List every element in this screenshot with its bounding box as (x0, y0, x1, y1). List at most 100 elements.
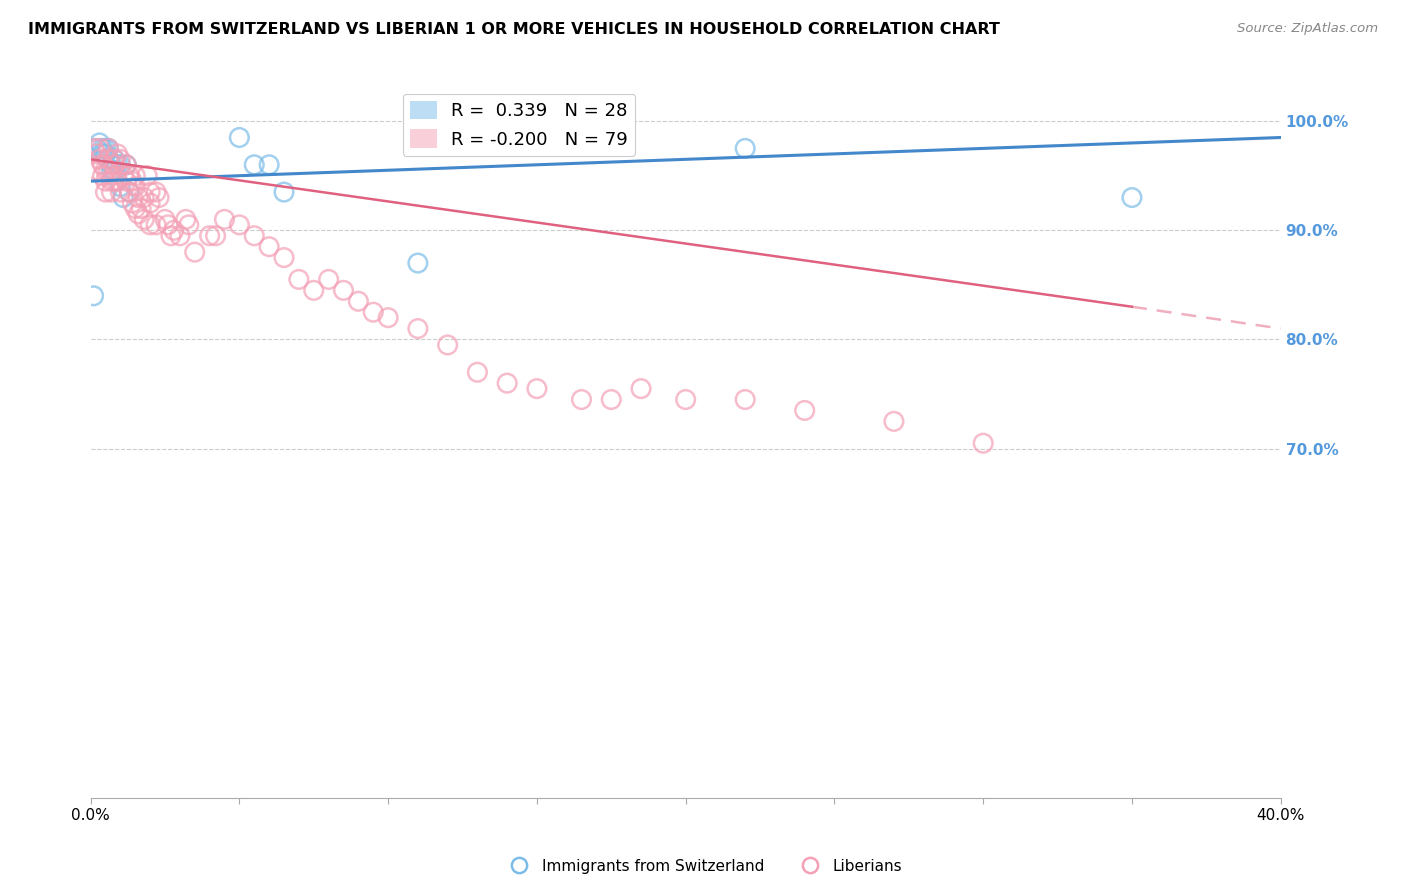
Point (436, 338, 458, 352)
Point (124, 169, 146, 183)
Point (160, 228, 183, 243)
Point (86, 163, 108, 178)
Point (105, 146, 128, 161)
Point (198, 228, 221, 243)
Point (675, 392, 697, 407)
Point (571, 392, 593, 407)
Point (97, 141, 120, 155)
Point (110, 158, 132, 172)
Point (243, 228, 266, 243)
Point (91, 141, 114, 155)
Point (972, 436, 994, 450)
Point (112, 190, 135, 204)
Point (406, 321, 429, 335)
Point (145, 185, 167, 199)
Point (100, 163, 122, 178)
Point (734, 141, 756, 155)
Point (273, 251, 295, 265)
Point (228, 130, 250, 145)
Point (89, 136, 111, 150)
Point (347, 294, 370, 309)
Point (110, 153, 132, 167)
Point (156, 218, 179, 232)
Point (94, 141, 117, 155)
Point (94, 163, 117, 178)
Point (118, 185, 141, 199)
Point (257, 158, 280, 172)
Point (422, 125, 444, 139)
Point (184, 245, 207, 260)
Point (406, 256, 429, 270)
Point (127, 190, 149, 204)
Legend: R =  0.339   N = 28, R = -0.200   N = 79: R = 0.339 N = 28, R = -0.200 N = 79 (402, 94, 636, 156)
Point (145, 218, 167, 232)
Point (129, 202, 152, 216)
Point (734, 392, 756, 407)
Point (100, 185, 122, 199)
Point (97, 153, 120, 167)
Point (169, 228, 191, 243)
Point (110, 179, 132, 194)
Point (134, 212, 156, 227)
Point (163, 223, 186, 237)
Text: Source: ZipAtlas.com: Source: ZipAtlas.com (1237, 22, 1378, 36)
Point (127, 207, 149, 221)
Point (89, 141, 111, 155)
Point (103, 174, 125, 188)
Point (115, 158, 138, 172)
Point (124, 202, 146, 216)
Point (243, 158, 266, 172)
Point (118, 185, 141, 199)
Point (97, 141, 120, 155)
Legend: Immigrants from Switzerland, Liberians: Immigrants from Switzerland, Liberians (498, 853, 908, 880)
Point (86, 141, 108, 155)
Point (94, 146, 117, 161)
Point (600, 392, 623, 407)
Point (118, 169, 141, 183)
Point (361, 305, 384, 319)
Point (467, 365, 489, 379)
Point (115, 158, 138, 172)
Point (273, 185, 295, 199)
Point (377, 310, 399, 325)
Point (136, 169, 159, 183)
Point (124, 179, 146, 194)
Point (148, 190, 170, 204)
Point (105, 174, 128, 188)
Point (91, 146, 114, 161)
Point (97, 163, 120, 178)
Point (228, 218, 250, 232)
Point (302, 284, 325, 298)
Point (83, 141, 105, 155)
Point (103, 163, 125, 178)
Point (97, 153, 120, 167)
Point (83, 289, 105, 303)
Point (318, 272, 340, 286)
Point (100, 174, 122, 188)
Point (103, 153, 125, 167)
Point (121, 196, 143, 211)
Point (257, 240, 280, 254)
Point (496, 376, 519, 391)
Text: IMMIGRANTS FROM SWITZERLAND VS LIBERIAN 1 OR MORE VEHICLES IN HOUSEHOLD CORRELAT: IMMIGRANTS FROM SWITZERLAND VS LIBERIAN … (28, 22, 1000, 37)
Point (94, 174, 117, 188)
Point (115, 174, 138, 188)
Point (630, 382, 652, 396)
Point (105, 158, 128, 172)
Point (103, 158, 125, 172)
Point (139, 218, 162, 232)
Point (103, 153, 125, 167)
Point (134, 190, 156, 204)
Point (288, 272, 311, 286)
Point (91, 169, 114, 183)
Point (177, 218, 200, 232)
Point (153, 212, 176, 227)
Point (94, 185, 117, 199)
Point (139, 196, 162, 211)
Point (110, 185, 132, 199)
Point (86, 146, 108, 161)
Point (214, 212, 236, 227)
Point (121, 174, 143, 188)
Point (526, 382, 548, 396)
Point (793, 403, 815, 417)
